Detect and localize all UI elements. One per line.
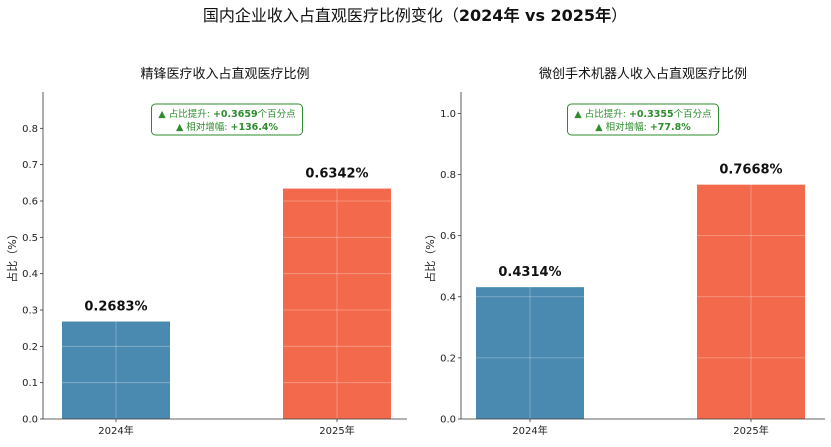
value-label: 0.6342% [305, 167, 368, 182]
annotation-line-2-value: +136.4% [231, 122, 279, 133]
bar-1 [283, 188, 391, 419]
x-tick-label: 2024年 [512, 424, 547, 437]
y-axis-label: 占比（%） [5, 228, 19, 282]
x-tick-label: 2025年 [733, 424, 768, 437]
annotation-line-1-label: ▲ 占比提升: [574, 108, 629, 120]
annotation-box [151, 103, 303, 136]
annotation-line-1: ▲ 占比提升: +0.3355个百分点 [574, 108, 712, 120]
y-tick-label: 0.7 [22, 160, 38, 171]
y-tick-label: 0.3 [22, 306, 38, 317]
y-tick-label: 0.1 [22, 378, 38, 389]
y-tick-label: 0.0 [22, 415, 38, 426]
bar-0 [476, 287, 584, 419]
chart-panel-left: 精锋医疗收入占直观医疗比例 0.0 0.1 0.2 0.3 0.4 0.5 0.6 0.7 0.8… [5, 67, 407, 437]
annotation-line-1-unit: 个百分点 [674, 109, 713, 120]
value-label: 0.7668% [719, 163, 782, 178]
y-tick-label: 0.0 [440, 415, 456, 426]
y-tick-label: 1.0 [440, 109, 456, 120]
value-label: 0.2683% [84, 300, 147, 315]
y-tick-label: 0.6 [22, 197, 38, 208]
annotation-line-2-value: +77.8% [650, 122, 691, 133]
annotation-line-1-label: ▲ 占比提升: [158, 108, 213, 120]
figure-title: 国内企业收入占直观医疗比例变化（2024年 vs 2025年） [203, 6, 627, 25]
y-tick-label: 0.2 [22, 342, 38, 353]
x-tick-label: 2024年 [98, 424, 133, 437]
x-tick-label: 2025年 [319, 424, 354, 437]
y-tick-label: 0.4 [22, 269, 38, 280]
subplot-title: 微创手术机器人收入占直观医疗比例 [539, 67, 747, 82]
annotation-line-1-value: +0.3355 [629, 109, 674, 120]
value-label: 0.4314% [498, 265, 561, 280]
annotation-line-2: ▲ 相对增幅: +77.8% [595, 121, 691, 133]
bar-1 [697, 184, 805, 419]
y-tick-label: 0.5 [22, 233, 38, 244]
subplot-title: 精锋医疗收入占直观医疗比例 [140, 67, 309, 82]
annotation-line-1-unit: 个百分点 [258, 109, 297, 120]
y-tick-label: 0.6 [440, 231, 456, 242]
y-tick-label: 0.8 [22, 124, 38, 135]
y-axis-label: 占比（%） [423, 228, 437, 282]
annotation-line-1-value: +0.3659 [213, 109, 258, 120]
annotation-line-2: ▲ 相对增幅: +136.4% [176, 121, 279, 133]
y-tick-label: 0.4 [440, 292, 456, 303]
y-tick-label: 0.2 [440, 353, 456, 364]
annotation-line-2-label: ▲ 相对增幅: [176, 121, 231, 133]
bar-0 [62, 321, 170, 419]
y-tick-label: 0.8 [440, 170, 456, 181]
annotation-line-2-label: ▲ 相对增幅: [595, 121, 650, 133]
annotation-line-1: ▲ 占比提升: +0.3659个百分点 [158, 108, 296, 120]
annotation-box [567, 103, 719, 136]
chart-panel-right: 微创手术机器人收入占直观医疗比例 0.0 0.2 0.4 0.6 0.8 1.0 2024年 2… [423, 67, 825, 437]
